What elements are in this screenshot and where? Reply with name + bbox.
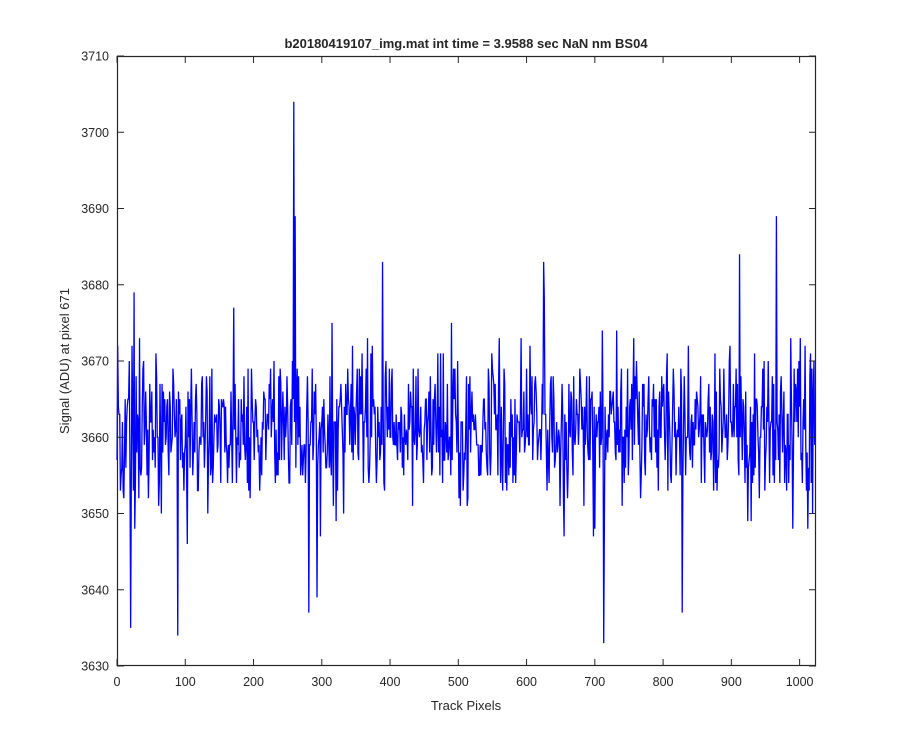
x-tick-label: 0 bbox=[114, 675, 121, 689]
x-tick-label: 100 bbox=[175, 675, 196, 689]
x-tick-label: 1000 bbox=[786, 675, 814, 689]
y-tick-label: 3680 bbox=[81, 278, 109, 292]
x-axis: 0 100 200 300 400 500 600 700 800 900 1000 bbox=[114, 56, 814, 689]
x-tick-label: 900 bbox=[721, 675, 742, 689]
plot-area bbox=[117, 56, 816, 666]
chart-title: b20180419107_img.mat int time = 3.9588 s… bbox=[284, 36, 648, 51]
series-layer bbox=[116, 101, 816, 644]
series-line bbox=[116, 101, 816, 644]
x-tick-label: 400 bbox=[380, 675, 401, 689]
y-tick-label: 3650 bbox=[81, 507, 109, 521]
y-tick-label: 3700 bbox=[81, 126, 109, 140]
y-tick-label: 3690 bbox=[81, 202, 109, 216]
y-axis: 3630 3640 3650 3660 3670 3680 3690 3700 3710 bbox=[81, 50, 816, 674]
x-tick-label: 300 bbox=[311, 675, 332, 689]
x-tick-label: 700 bbox=[584, 675, 605, 689]
y-tick-label: 3710 bbox=[81, 50, 109, 64]
x-tick-label: 500 bbox=[448, 675, 469, 689]
x-tick-label: 200 bbox=[243, 675, 264, 689]
x-tick-label: 800 bbox=[653, 675, 674, 689]
y-tick-label: 3660 bbox=[81, 431, 109, 445]
x-axis-label: Track Pixels bbox=[431, 698, 502, 713]
y-tick-label: 3670 bbox=[81, 355, 109, 369]
y-axis-label: Signal (ADU) at pixel 671 bbox=[57, 288, 72, 434]
x-tick-label: 600 bbox=[516, 675, 537, 689]
y-tick-label: 3640 bbox=[81, 583, 109, 597]
y-tick-label: 3630 bbox=[81, 660, 109, 674]
